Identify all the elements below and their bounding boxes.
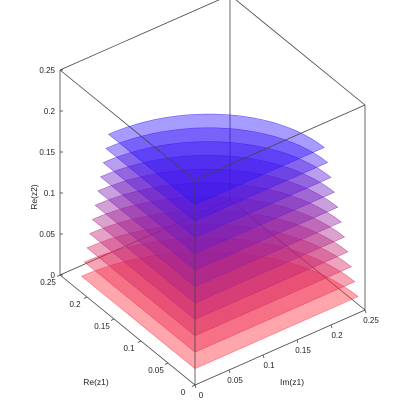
z-axis-label: Re(z2) bbox=[29, 184, 39, 210]
z-tick-label: 0 bbox=[51, 271, 56, 280]
z-tick-label: 0.25 bbox=[39, 66, 55, 75]
y-tick-label: 0.05 bbox=[227, 376, 243, 385]
z-tick-label: 0.2 bbox=[44, 107, 56, 116]
y-tick bbox=[330, 324, 333, 329]
surface-layer bbox=[86, 223, 352, 337]
tick-labels: 00.050.10.150.20.2500.050.10.150.20.2500… bbox=[39, 66, 379, 400]
box-edge bbox=[229, 199, 366, 311]
x-tick-label: 0 bbox=[181, 388, 186, 397]
y-tick-label: 0.1 bbox=[263, 361, 275, 370]
y-tick bbox=[228, 369, 231, 374]
surface-layer bbox=[97, 168, 339, 271]
box-edge bbox=[194, 309, 366, 386]
z-tick-label: 0.1 bbox=[44, 189, 56, 198]
y-tick bbox=[194, 384, 197, 389]
x-tick bbox=[110, 318, 115, 321]
z-tick-label: 0.05 bbox=[39, 230, 55, 239]
x-tick bbox=[191, 384, 196, 387]
y-tick bbox=[364, 309, 367, 314]
front-box-lines bbox=[59, 69, 366, 386]
y-tick bbox=[296, 339, 299, 344]
y-tick bbox=[262, 354, 265, 359]
box-edge bbox=[59, 0, 220, 71]
surface-layer bbox=[94, 182, 342, 287]
x-tick bbox=[164, 362, 169, 365]
x-tick-label: 0.05 bbox=[148, 366, 164, 375]
x-tick-label: 0.15 bbox=[94, 322, 110, 331]
x-axis-label: Re(z1) bbox=[83, 377, 109, 387]
box-edge bbox=[59, 199, 231, 276]
y-tick-label: 0.15 bbox=[295, 346, 311, 355]
y-tick-label: 0.25 bbox=[363, 316, 379, 325]
surface-layer bbox=[99, 154, 335, 255]
box-edge bbox=[194, 104, 366, 181]
x-tick bbox=[83, 296, 88, 299]
x-tick-label: 0.2 bbox=[69, 300, 81, 309]
z-tick-label: 0.15 bbox=[39, 148, 55, 157]
surface-layer bbox=[81, 251, 359, 369]
box-edge bbox=[235, 0, 366, 106]
x-tick-label: 0.1 bbox=[123, 344, 135, 353]
surface-layer bbox=[108, 113, 325, 205]
x-tick bbox=[137, 340, 142, 343]
x-tick-label: 0.25 bbox=[40, 278, 56, 287]
box-edge bbox=[59, 274, 196, 386]
surface-layers bbox=[81, 113, 359, 369]
surface-layer bbox=[102, 141, 332, 238]
y-tick-label: 0 bbox=[199, 391, 204, 400]
y-tick-label: 0.2 bbox=[331, 331, 343, 340]
x-tick bbox=[56, 274, 61, 277]
tick-marks bbox=[56, 69, 367, 389]
box-edge bbox=[59, 69, 196, 181]
surface-layer bbox=[91, 196, 346, 304]
y-axis-label: Im(z1) bbox=[280, 377, 304, 387]
surface-layer bbox=[89, 209, 349, 320]
surface-layer bbox=[105, 127, 329, 222]
back-box-lines bbox=[59, 0, 366, 311]
